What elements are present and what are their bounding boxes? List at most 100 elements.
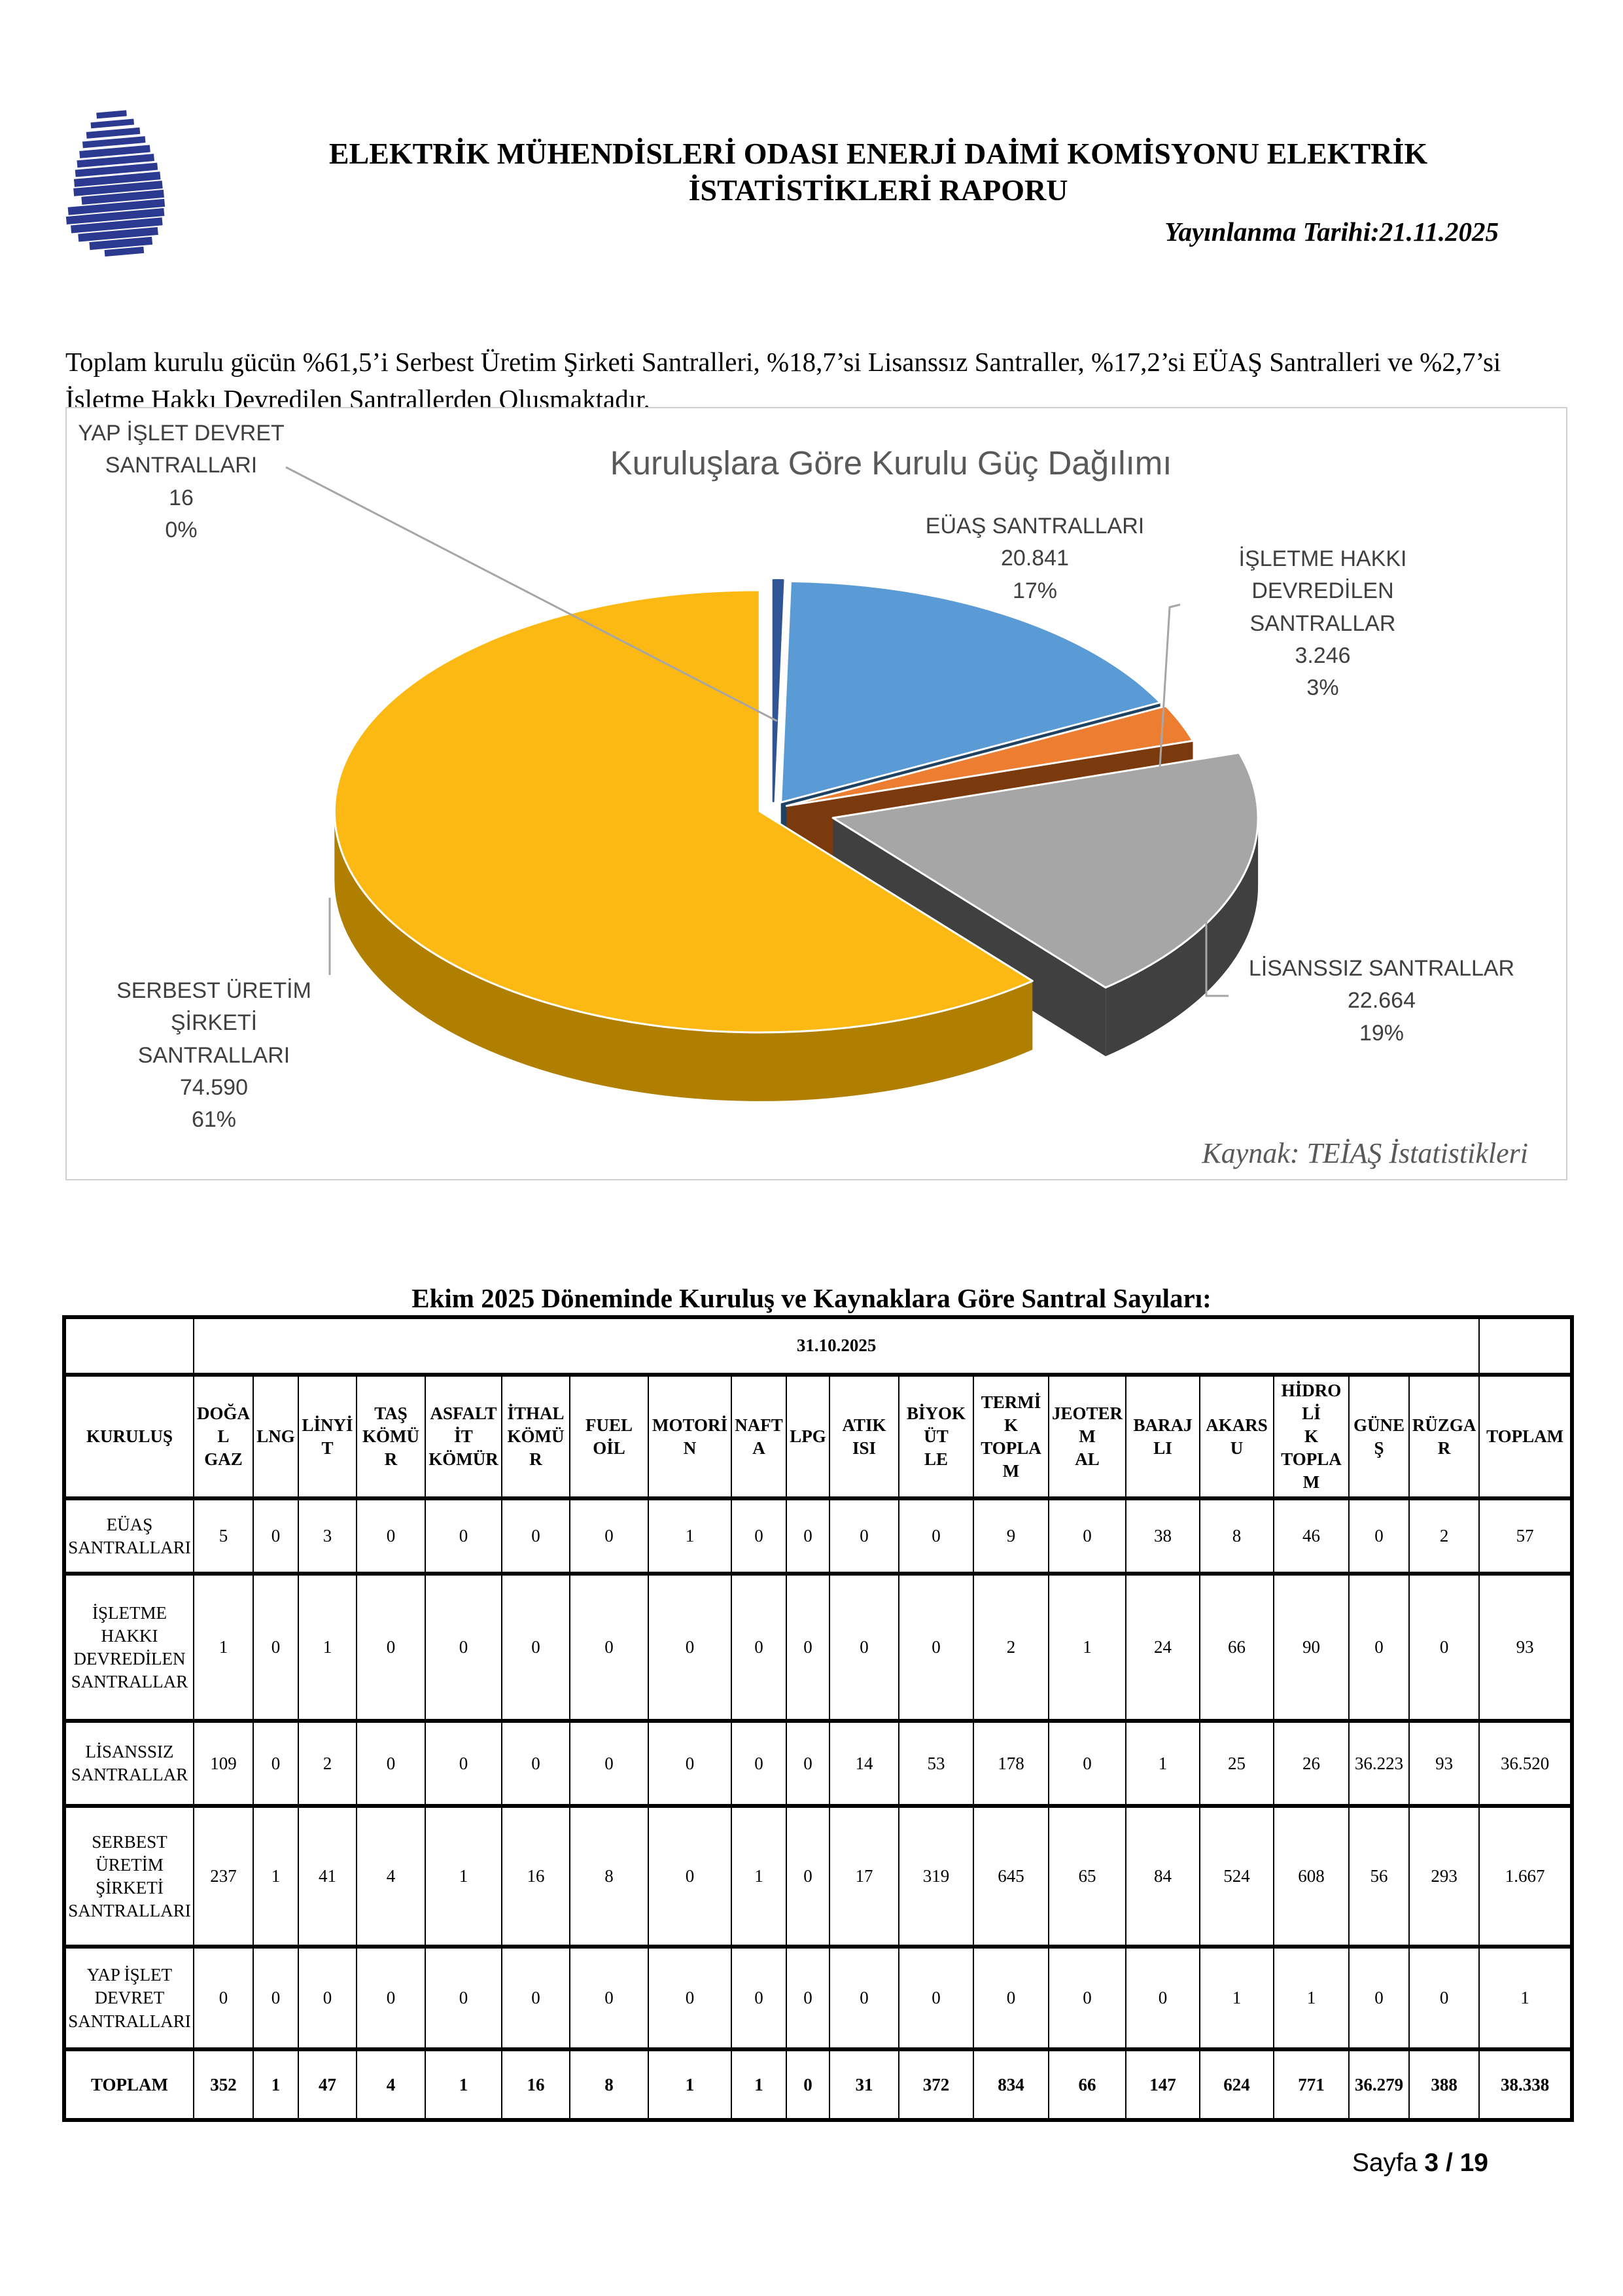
total-cell-9: 0 [786,2049,830,2121]
cell-2-3: 0 [356,1720,426,1807]
total-cell-17: 36.279 [1348,2049,1410,2121]
cell-3-6: 8 [569,1805,649,1948]
pie-slice-0 [772,579,784,803]
total-cell-11: 372 [898,2049,974,2121]
emo-logo [65,110,166,257]
cell-1-18: 0 [1408,1573,1480,1722]
table-row-2: LİSANSSIZ SANTRALLAR 109 0 2 0 0 0 0 0 0 0 14 53 178 0… [63,1720,1573,1807]
col-header-7: MOTORİN [648,1373,732,1500]
total-cell-12: 834 [973,2049,1049,2121]
total-label: TOPLAM [63,2049,194,2121]
col-header-4: ASFALTİT KÖMÜR [425,1373,502,1500]
total-cell-2: 47 [298,2049,357,2121]
cell-1-4: 0 [425,1573,502,1722]
cell-2-13: 0 [1048,1720,1126,1807]
table-row-4: YAP İŞLET DEVRET SANTRALLARI 0 0 0 0 0 0 0 0 0 0 0 0… [63,1946,1573,2051]
cell-2-19: 36.520 [1478,1720,1573,1807]
chart-source: Kaynak: TEİAŞ İstatistikleri [1202,1137,1528,1169]
total-cell-16: 771 [1273,2049,1350,2121]
cell-3-17: 56 [1348,1805,1410,1948]
table-total-row: TOPLAM 352 1 47 4 1 16 8 1 1 0 31 372 834 66 147 624 771 3… [63,2049,1573,2121]
total-cell-4: 1 [425,2049,502,2121]
cell-0-1: 0 [253,1498,299,1575]
col-header-11: BİYOKÜT LE [898,1373,974,1500]
cell-2-8: 0 [731,1720,787,1807]
cell-4-15: 1 [1199,1946,1274,2051]
leader-line-0 [285,466,778,722]
cell-4-17: 0 [1348,1946,1410,2051]
cell-3-15: 524 [1199,1805,1274,1948]
cell-1-12: 2 [973,1573,1049,1722]
cell-2-10: 14 [829,1720,899,1807]
cell-2-16: 26 [1273,1720,1350,1807]
total-cell-8: 1 [731,2049,787,2121]
cell-0-8: 0 [731,1498,787,1575]
pie-slice-2 [785,705,1194,807]
col-header-0: DOĞAL GAZ [193,1373,254,1500]
cell-4-6: 0 [569,1946,649,2051]
total-cell-10: 31 [829,2049,899,2121]
col-header-16: HİDROLİ K TOPLAM [1273,1373,1350,1500]
cell-4-19: 1 [1478,1946,1573,2051]
cell-1-16: 90 [1273,1573,1350,1722]
total-cell-7: 1 [648,2049,732,2121]
cell-3-9: 0 [786,1805,830,1948]
cell-4-11: 0 [898,1946,974,2051]
cell-3-4: 1 [425,1805,502,1948]
cell-4-16: 1 [1273,1946,1350,2051]
col-header-19: TOPLAM [1478,1373,1573,1500]
cell-0-4: 0 [425,1498,502,1575]
cell-2-9: 0 [786,1720,830,1807]
col-header-17: GÜNEŞ [1348,1373,1410,1500]
cell-0-7: 1 [648,1498,732,1575]
cell-4-8: 0 [731,1946,787,2051]
page-number-label: Sayfa [1352,2149,1418,2177]
cell-1-6: 0 [569,1573,649,1722]
cell-4-13: 0 [1048,1946,1126,2051]
chart-title: Kuruluşlara Göre Kurulu Güç Dağılımı [610,444,1172,482]
cell-1-17: 0 [1348,1573,1410,1722]
cell-1-2: 1 [298,1573,357,1722]
cell-4-4: 0 [425,1946,502,2051]
cell-0-19: 57 [1478,1498,1573,1575]
cell-0-17: 0 [1348,1498,1410,1575]
cell-2-18: 93 [1408,1720,1480,1807]
cell-2-5: 0 [501,1720,570,1807]
cell-3-3: 4 [356,1805,426,1948]
col-header-14: BARAJLI [1125,1373,1200,1500]
intro-paragraph: Toplam kurulu gücün %61,5’i Serbest Üret… [65,347,1501,415]
cell-4-2: 0 [298,1946,357,2051]
cell-2-17: 36.223 [1348,1720,1410,1807]
cell-3-14: 84 [1125,1805,1200,1948]
cell-4-5: 0 [501,1946,570,2051]
cell-2-12: 178 [973,1720,1049,1807]
col-header-6: FUEL OİL [569,1373,649,1500]
cell-0-9: 0 [786,1498,830,1575]
pie-callout-2: İŞLETME HAKKI DEVREDİLEN SANTRALLAR 3.24… [1238,546,1407,701]
cell-3-16: 608 [1273,1805,1350,1948]
cell-0-16: 46 [1273,1498,1350,1575]
row-label-0: EÜAŞ SANTRALLARI [63,1498,194,1575]
cell-3-8: 1 [731,1805,787,1948]
cell-3-12: 645 [973,1805,1049,1948]
cell-1-1: 0 [253,1573,299,1722]
total-cell-19: 38.338 [1478,2049,1573,2121]
cell-4-3: 0 [356,1946,426,2051]
cell-4-7: 0 [648,1946,732,2051]
pie-slice-3 [831,751,1259,989]
corner-cell [63,1316,194,1375]
cell-3-18: 293 [1408,1805,1480,1948]
cell-0-5: 0 [501,1498,570,1575]
cell-2-15: 25 [1199,1720,1274,1807]
col-header-5: İTHAL KÖMÜR [501,1373,570,1500]
cell-4-0: 0 [193,1946,254,2051]
cell-0-3: 0 [356,1498,426,1575]
pie-chart [285,466,1259,1101]
pie-slice-side-3 [1106,818,1259,1057]
cell-3-0: 237 [193,1805,254,1948]
cell-0-6: 0 [569,1498,649,1575]
total-cell-6: 8 [569,2049,649,2121]
col-header-2: LİNYİT [298,1373,357,1500]
pie-slice-side-4 [334,811,1033,1101]
cell-1-13: 1 [1048,1573,1126,1722]
